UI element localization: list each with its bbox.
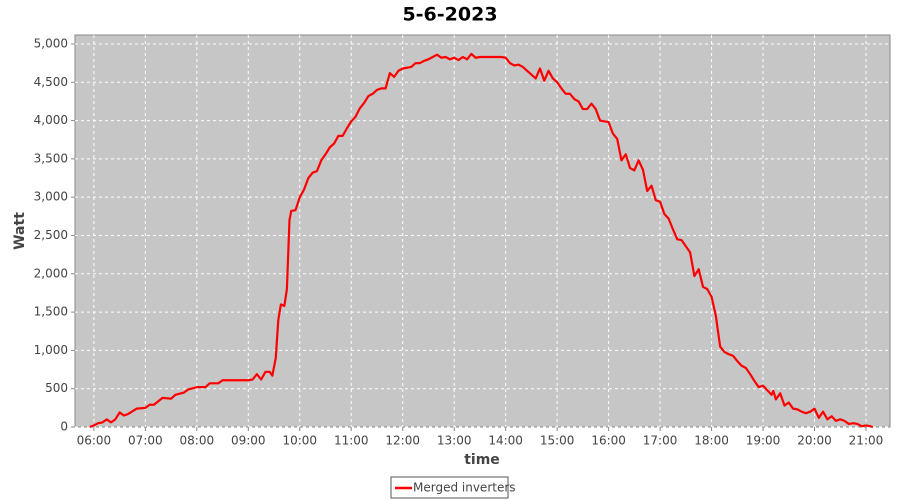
plot-area — [74, 34, 891, 428]
x-tick-label: 21:00 — [849, 434, 884, 448]
x-tick-label: 11:00 — [334, 434, 369, 448]
x-tick-label: 07:00 — [128, 434, 163, 448]
x-tick-label: 18:00 — [694, 434, 729, 448]
y-tick-label: 1,000 — [34, 343, 68, 357]
x-tick-label: 09:00 — [231, 434, 266, 448]
x-tick-label: 17:00 — [643, 434, 678, 448]
x-tick-label: 12:00 — [385, 434, 420, 448]
y-tick-label: 0 — [60, 420, 68, 434]
x-tick-label: 15:00 — [540, 434, 575, 448]
y-axis-label: Watt — [12, 212, 28, 250]
y-tick-label: 4,500 — [34, 75, 68, 89]
x-tick-label: 10:00 — [282, 434, 317, 448]
x-tick-label: 13:00 — [437, 434, 472, 448]
y-tick-label: 2,500 — [34, 228, 68, 242]
y-tick-label: 1,500 — [34, 305, 68, 319]
x-tick-label: 16:00 — [591, 434, 626, 448]
chart-title: 5-6-2023 — [402, 4, 497, 26]
x-tick-label: 08:00 — [180, 434, 215, 448]
legend — [390, 476, 509, 499]
y-tick-label: 3,000 — [34, 190, 68, 204]
y-tick-label: 500 — [45, 381, 68, 395]
y-tick-label: 2,000 — [34, 266, 68, 280]
x-tick-label: 20:00 — [797, 434, 832, 448]
x-axis-label: time — [464, 452, 500, 468]
y-tick-label: 5,000 — [34, 36, 68, 50]
line-series — [89, 52, 874, 429]
legend-label: Merged inverters — [413, 481, 516, 495]
y-tick-label: 4,000 — [34, 113, 68, 127]
x-tick-label: 14:00 — [488, 434, 523, 448]
x-tick-label: 19:00 — [746, 434, 781, 448]
y-tick-label: 3,500 — [34, 151, 68, 165]
x-tick-label: 06:00 — [77, 434, 112, 448]
